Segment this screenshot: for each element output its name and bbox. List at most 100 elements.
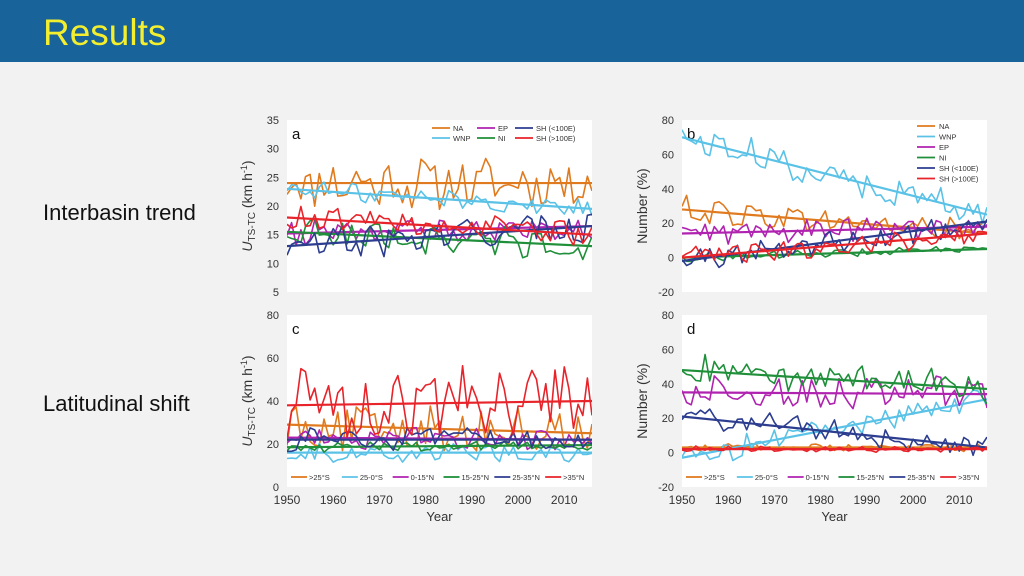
x-tick-label: 1990	[458, 493, 485, 507]
x-tick-label: 1980	[807, 493, 834, 507]
legend-entry: NI	[939, 154, 947, 163]
x-tick-label: 1960	[715, 493, 742, 507]
legend-entry: 25-0°S	[755, 473, 778, 482]
y-tick-label: 0	[273, 482, 279, 494]
legend-entry: 0-15°N	[411, 473, 434, 482]
legend-entry: NI	[498, 134, 506, 143]
y-tick-label: 5	[273, 287, 279, 299]
chart-panel-d: -20 0 20 40 60 80 1950 1960 1970 1980 1990 2000 2010…	[634, 310, 987, 524]
legend-entry: WNP	[939, 133, 957, 142]
x-tick-label: 1970	[366, 493, 393, 507]
legend-entry: 0-15°N	[806, 473, 829, 482]
y-tick-label: 60	[267, 353, 279, 365]
legend-entry: NA	[453, 124, 463, 133]
y-tick-label: 60	[662, 344, 674, 356]
trend-line	[682, 391, 987, 396]
header-bar	[0, 0, 1024, 62]
legend: >25°S 25-0°S 0-15°N 15-25°N 25-35°N >35°N	[291, 473, 584, 482]
trend-line	[682, 415, 987, 449]
legend-entry: EP	[939, 143, 949, 152]
panel-letter: b	[687, 126, 695, 143]
series-group	[682, 129, 987, 269]
trend-line	[287, 187, 592, 210]
trend-line	[682, 136, 987, 216]
y-tick-label: -20	[658, 482, 674, 494]
trend-line	[682, 398, 987, 459]
legend-entry: 25-35°N	[512, 473, 540, 482]
legend-entry: SH (<100E)	[536, 124, 576, 133]
y-tick-label: 20	[267, 201, 279, 213]
series-line	[287, 427, 592, 453]
trend-line	[287, 224, 592, 235]
x-tick-label: 2010	[946, 493, 973, 507]
x-tick-label: 2000	[900, 493, 927, 507]
trend-line	[682, 232, 987, 259]
series-line	[287, 157, 592, 211]
series-line	[287, 364, 592, 439]
y-tick-label: 10	[267, 258, 279, 270]
series-line	[287, 219, 592, 246]
y-tick-label: 40	[662, 184, 674, 196]
y-tick-label: 0	[668, 448, 674, 460]
trend-line	[682, 368, 987, 391]
x-tick-label: 1970	[761, 493, 788, 507]
series-group	[287, 364, 592, 463]
trend-line	[287, 216, 592, 236]
legend-entry: >35°N	[958, 473, 979, 482]
y-tick-label: 80	[662, 115, 674, 127]
series-line	[287, 442, 592, 463]
legend-entry: 15-25°N	[857, 473, 885, 482]
trend-line	[287, 224, 592, 248]
plot-area	[682, 120, 987, 292]
x-axis-label: Year	[426, 509, 453, 524]
x-axis-label: Year	[821, 509, 848, 524]
y-axis-label: Number (%)	[634, 363, 650, 438]
series-line	[682, 225, 987, 263]
series-group	[287, 157, 592, 261]
row-label-interbasin: Interbasin trend	[43, 200, 196, 225]
slide-title: Results	[43, 12, 167, 53]
x-tick-label: 1950	[669, 493, 696, 507]
x-tick-label: 1950	[274, 493, 301, 507]
series-line	[682, 375, 987, 410]
legend-entry: >35°N	[563, 473, 584, 482]
legend-entry: >25°S	[704, 473, 725, 482]
series-line	[287, 440, 592, 454]
legend-entry: SH (>100E)	[939, 175, 979, 184]
y-axis-label: UTS-TC (km h-1)	[239, 355, 258, 446]
y-tick-label: 80	[662, 310, 674, 322]
y-tick-label: 15	[267, 230, 279, 242]
panel-letter: c	[292, 321, 300, 338]
trend-line	[682, 247, 987, 259]
y-tick-label: 40	[267, 396, 279, 408]
y-tick-label: 25	[267, 172, 279, 184]
series-group	[682, 353, 987, 462]
y-tick-label: 80	[267, 310, 279, 322]
y-tick-label: 20	[267, 439, 279, 451]
y-tick-label: 0	[668, 253, 674, 265]
legend-entry: WNP	[453, 134, 471, 143]
legend-entry: >25°S	[309, 473, 330, 482]
y-tick-label: 60	[662, 149, 674, 161]
legend-entry: SH (>100E)	[536, 134, 576, 143]
legend-entry: 25-0°S	[360, 473, 383, 482]
y-tick-label: -20	[658, 287, 674, 299]
series-line	[682, 408, 987, 457]
trend-line	[682, 208, 987, 235]
chart-panel-c: 0 20 40 60 80 1950 1960 1970 1980 1990 2000 2010 Yea…	[239, 310, 592, 524]
series-line	[682, 353, 987, 405]
y-tick-label: 30	[267, 144, 279, 156]
series-line	[682, 217, 987, 245]
y-tick-label: 20	[662, 218, 674, 230]
y-axis-label: UTS-TC (km h-1)	[239, 160, 258, 251]
y-tick-label: 35	[267, 115, 279, 127]
legend-entry: 15-25°N	[462, 473, 490, 482]
legend-entry: 25-35°N	[907, 473, 935, 482]
x-tick-label: 1990	[853, 493, 880, 507]
row-label-latitudinal: Latitudinal shift	[43, 391, 190, 416]
